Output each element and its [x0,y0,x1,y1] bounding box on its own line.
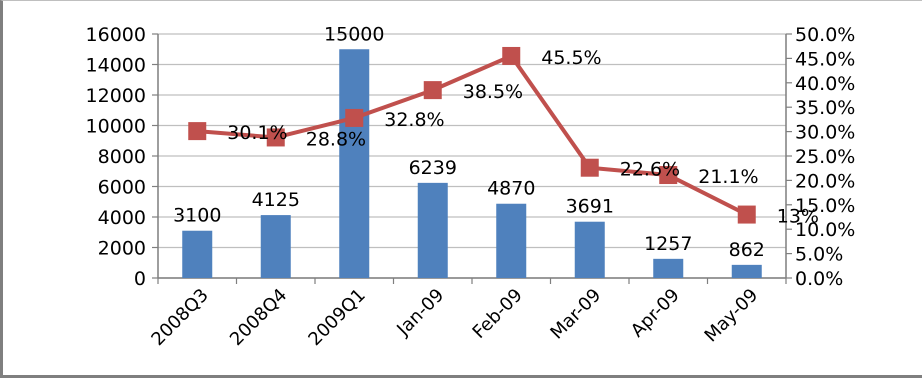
line-data-label: 45.5% [541,47,601,69]
line-marker [502,46,521,65]
line-data-label: 21.1% [698,166,758,188]
x-tick-label: 2008Q4 [226,285,291,350]
line-data-label: 38.5% [463,81,523,103]
x-tick-label: Jan-09 [392,285,448,341]
y-right-tick-label: 30.0% [795,122,855,144]
y-right-tick-label: 40.0% [795,73,855,95]
y-right-tick-label: 35.0% [795,97,855,119]
line-marker [266,128,285,147]
bar-data-label: 862 [729,239,765,261]
line-series [197,53,748,217]
bar [496,203,527,278]
bar [417,182,448,278]
y-left-tick-label: 16000 [86,24,146,46]
bar-data-label: 3100 [173,205,221,227]
line-data-label: 28.8% [306,128,366,150]
y-left-tick-label: 12000 [86,85,146,107]
y-left-tick-label: 0 [134,268,146,290]
y-right-tick-label: 10.0% [795,219,855,241]
line-marker [423,81,442,100]
y-left-tick-label: 8000 [98,146,146,168]
bar [182,230,213,278]
x-tick-label: 2008Q3 [147,285,212,350]
bar [574,221,605,278]
bar-data-label: 4125 [252,189,300,211]
bar-data-label: 1257 [644,233,692,255]
y-left-tick-label: 4000 [98,207,146,229]
y-left-tick-label: 6000 [98,177,146,199]
y-right-tick-label: 5.0% [795,244,843,266]
y-right-tick-label: 25.0% [795,146,855,168]
y-left-tick-label: 14000 [86,55,146,77]
y-right-tick-label: 15.0% [795,195,855,217]
line-data-label: 13% [777,206,819,228]
y-right-tick-label: 50.0% [795,24,855,46]
y-right-tick-label: 0.0% [795,268,843,290]
bar [260,215,291,278]
bar-data-label: 3691 [566,196,614,218]
line-marker [737,205,756,224]
y-left-tick-label: 10000 [86,116,146,138]
bar-data-label: 6239 [409,157,457,179]
bar [653,258,684,278]
line-marker [659,166,678,185]
y-right-tick-label: 45.0% [795,48,855,70]
bar [731,264,762,278]
line-marker [345,108,364,127]
bar-data-label: 15000 [324,23,384,45]
bar [339,49,370,278]
line-data-label: 22.6% [620,159,680,181]
line-data-label: 30.1% [227,122,287,144]
x-tick-label: Feb-09 [469,285,527,343]
y-left-tick-label: 2000 [98,238,146,260]
x-tick-label: May-09 [701,285,763,347]
line-marker [580,158,599,177]
bar-data-label: 4870 [487,178,535,200]
x-tick-label: Mar-09 [546,285,605,344]
y-right-tick-label: 20.0% [795,170,855,192]
x-tick-label: Apr-09 [627,285,684,342]
x-tick-label: 2009Q1 [304,285,369,350]
line-data-label: 32.8% [384,109,444,131]
line-marker [188,122,207,141]
